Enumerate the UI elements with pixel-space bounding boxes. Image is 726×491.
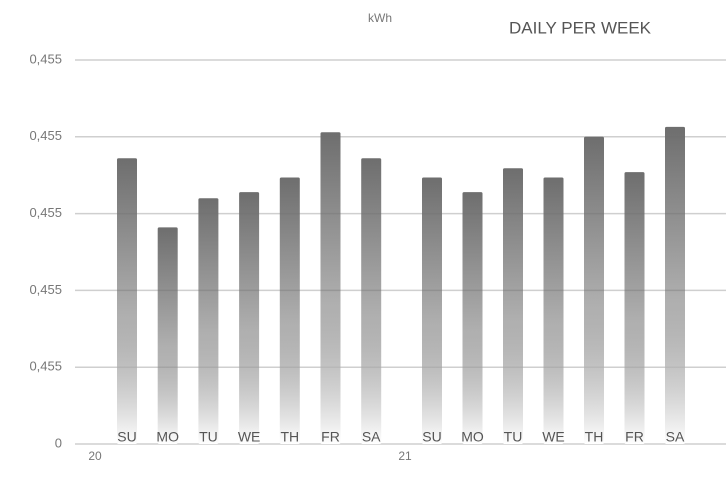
x-tick-label: SA — [362, 429, 381, 445]
unit-label: kWh — [368, 11, 392, 25]
bar — [320, 132, 341, 444]
bar — [624, 172, 645, 445]
x-tick-label: WE — [542, 429, 565, 445]
bar — [665, 126, 685, 444]
x-tick-label: FR — [321, 429, 340, 445]
y-tick-label: 0 — [55, 435, 62, 450]
bar — [279, 177, 300, 444]
bar — [157, 227, 178, 444]
bar — [584, 136, 604, 445]
x-tick-label: MO — [461, 429, 484, 445]
bar — [198, 198, 219, 444]
x-tick-label: SA — [666, 429, 685, 445]
x-tick-label: TH — [280, 429, 299, 445]
x-tick-label: WE — [238, 429, 261, 445]
x-tick-label: SU — [422, 429, 441, 445]
bar — [543, 177, 564, 444]
bar — [462, 192, 483, 444]
bar — [239, 192, 260, 444]
week-label: 21 — [398, 449, 412, 463]
y-tick-label: 0,455 — [29, 282, 62, 297]
y-tick-label: 0,455 — [29, 205, 62, 220]
x-tick-label: TU — [504, 429, 523, 445]
x-tick-label: FR — [625, 429, 644, 445]
bar — [361, 158, 382, 444]
x-tick-label: TH — [585, 429, 604, 445]
bar — [117, 158, 137, 444]
x-tick-label: MO — [156, 429, 179, 445]
chart-title: DAILY PER WEEK — [509, 18, 652, 37]
x-tick-label: SU — [117, 429, 136, 445]
y-tick-label: 0,455 — [29, 128, 62, 143]
bar — [503, 168, 523, 444]
bar — [422, 177, 442, 444]
y-tick-label: 0,455 — [29, 51, 62, 66]
week-label: 20 — [88, 449, 102, 463]
x-tick-label: TU — [199, 429, 218, 445]
y-tick-label: 0,455 — [29, 359, 62, 374]
